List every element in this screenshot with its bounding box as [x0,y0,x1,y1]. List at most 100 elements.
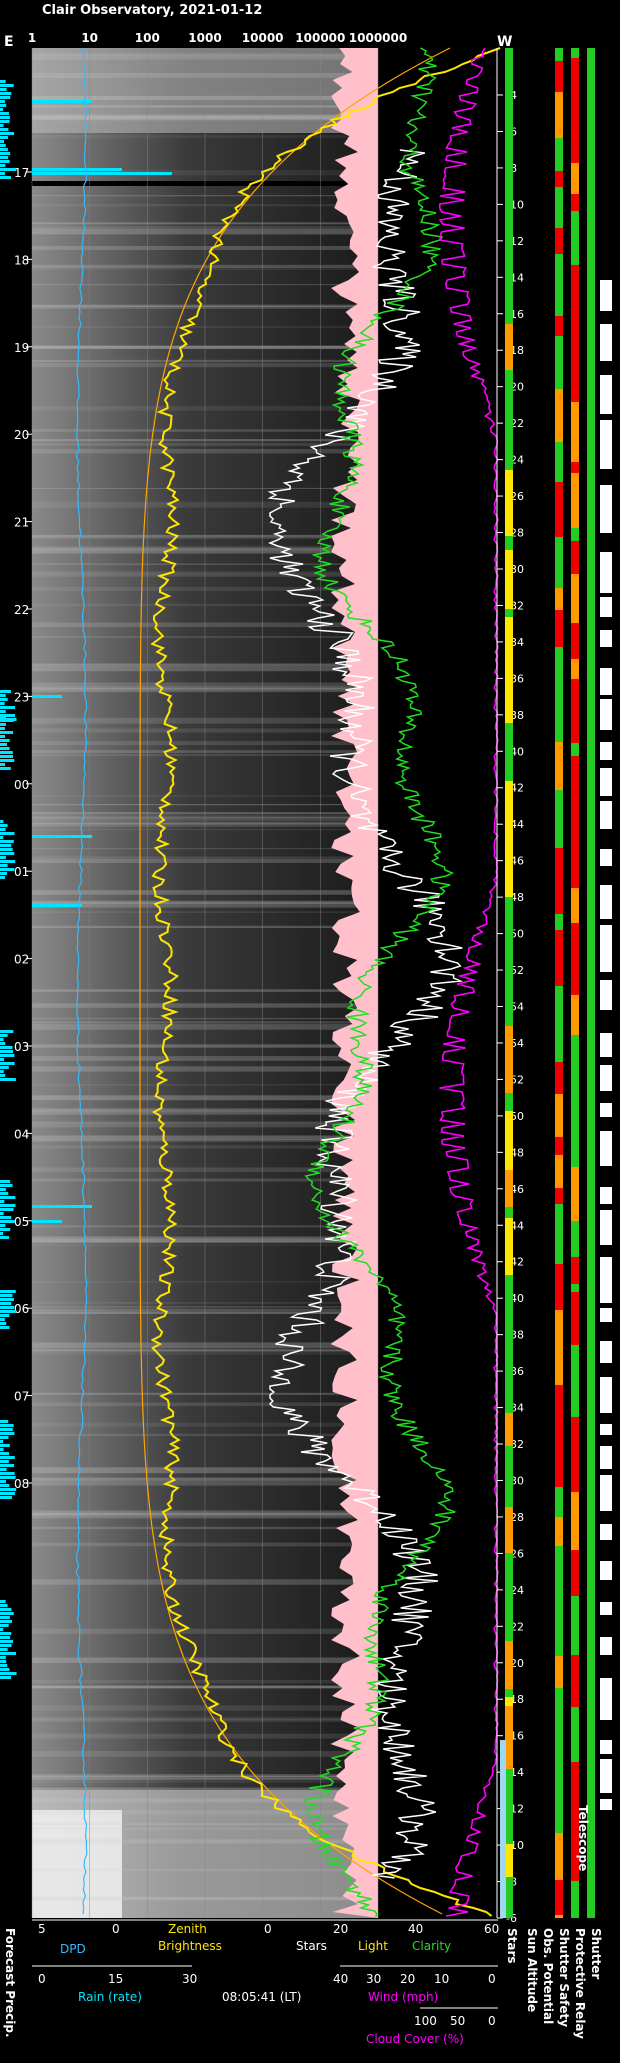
forecast-precip-bar [0,140,4,143]
rain-rate-bar [32,904,82,907]
zenith-brightness-line [150,47,501,1917]
wind-tick-0: 0 [488,1972,496,1986]
obs-potential-segment [555,848,563,914]
x-tick-label: 10000 [242,31,284,45]
obs-potential-segment [555,1915,563,1918]
obs-potential-segment [555,914,563,930]
forecast-precip-bar [0,1058,5,1061]
forecast-precip-bar [0,1220,15,1223]
stars-status-segment [505,1093,513,1111]
dpd-tick-0: 0 [112,1922,120,1936]
shutter-safety-segment [571,1257,579,1284]
obs-potential-segment [555,815,563,848]
forecast-precip-bar [0,1620,13,1623]
obs-potential-segment [555,930,563,945]
telescope-segment [600,1308,612,1322]
light-blue-band [500,1740,506,1918]
x-tick-label: 1000000 [349,31,407,45]
forecast-precip-bar [0,1440,4,1443]
forecast-precip-bar [0,836,4,839]
forecast-precip-bar [0,1228,11,1231]
obs-potential-segment [555,610,563,647]
forecast-precip-bar [0,88,7,91]
obs-potential-segment [555,742,563,775]
obs-potential-segment [555,647,563,702]
y-tick-label: 22 [14,603,29,617]
shutter-safety-segment [571,1100,579,1167]
forecast-precip-bar [0,132,15,135]
dpd-line [75,47,88,1915]
y-tick-label: 06 [14,1302,29,1316]
forecast-precip-bar [0,876,6,879]
chart-title: Clair Observatory, 2021-01-12 [42,3,263,18]
forecast-precip-bar [0,864,8,867]
forecast-precip-bar [0,1608,12,1611]
forecast-precip-bar [0,832,15,835]
shutter-safety-segment [571,163,579,194]
obs-potential-segment [555,442,563,482]
forecast-precip-bar [0,1452,9,1455]
dawn-glow-left [32,1810,122,1918]
obs-potential-segment [555,1137,563,1155]
forecast-precip-bar [0,727,5,730]
obs-potential-segment [555,254,563,265]
slc-tick-0: 0 [264,1922,272,1936]
obs-potential-segment [555,945,563,986]
telescope-segment [600,375,612,414]
forecast-precip-bar [0,1306,15,1309]
obs-potential-segment [555,1688,563,1731]
obs-potential-segment [555,702,563,742]
shutter-safety-segment [571,387,579,402]
right-label-sun-altitude: Sun Altitude [525,1928,539,2013]
stars-status-segment [505,1446,513,1507]
rain-tick-30: 30 [182,1972,198,1986]
stars-status-segment [505,1413,513,1446]
rain-tick-15: 15 [108,1972,124,1986]
obs-potential-segment [555,1264,563,1310]
forecast-precip-bar [0,1066,9,1069]
forecast-precip-bar [0,872,7,875]
forecast-precip-bar [0,1672,17,1675]
obs-potential-segment [555,228,563,254]
obs-potential-segment [555,92,563,138]
shutter-safety-segment [571,923,579,965]
forecast-precip-bar [0,1078,16,1081]
forecast-precip-bar [0,820,4,823]
stars-status-segment [505,1507,513,1553]
forecast-precip-bar [0,1232,4,1235]
wind-label: Wind (mph) [368,1990,439,2004]
wind-tick-10: 10 [434,1972,450,1986]
obs-potential-segment [555,1546,563,1574]
obs-potential-segment [555,482,563,537]
forecast-precip-bar [0,763,6,766]
shutter-safety-segment [571,473,579,528]
shutter-safety-segment [571,1550,579,1596]
forecast-precip-bar [0,148,8,151]
forecast-precip-bar [0,1432,15,1435]
cloud-cover-line [438,47,499,1917]
forecast-precip-bar [0,164,6,167]
cloud-tick-50: 50 [450,2014,466,2028]
stars-status-segment [505,80,513,139]
forecast-precip-bar [0,719,14,722]
forecast-precip-bar [0,1318,5,1321]
y-tick-label: 17 [14,166,29,180]
dpd-label: DPD [60,1942,86,1956]
zenith-label-1: Zenith [168,1922,207,1936]
forecast-precip-bar [0,1212,4,1215]
east-label: E [4,34,14,50]
obs-potential-segment [555,1310,563,1331]
obs-potential-segment [555,171,563,187]
shutter-safety-segment [571,1069,579,1100]
right-label-protective-relay: Protective Relay [573,1928,587,2039]
forecast-precip-bar [0,1204,16,1207]
stars-status-segment [505,215,513,244]
telescope-segment [600,849,612,866]
rain-label: Rain (rate) [78,1990,142,2004]
obs-potential-segment [555,1448,563,1487]
x-tick-label: 10 [81,31,98,45]
forecast-precip-bar [0,1648,8,1651]
obs-potential-segment [555,1779,563,1833]
forecast-precip-bar [0,706,15,709]
